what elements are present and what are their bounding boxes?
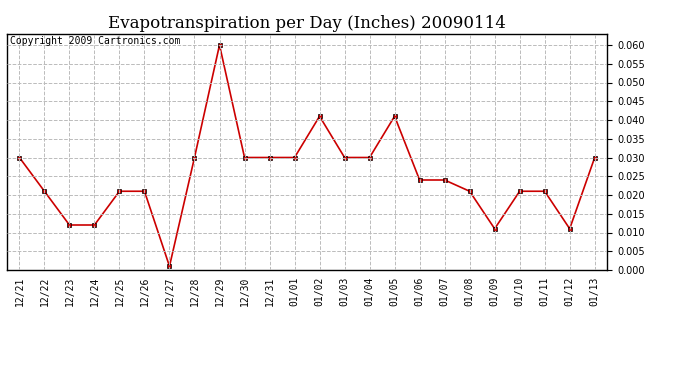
Text: Copyright 2009 Cartronics.com: Copyright 2009 Cartronics.com: [10, 36, 180, 46]
Title: Evapotranspiration per Day (Inches) 20090114: Evapotranspiration per Day (Inches) 2009…: [108, 15, 506, 32]
